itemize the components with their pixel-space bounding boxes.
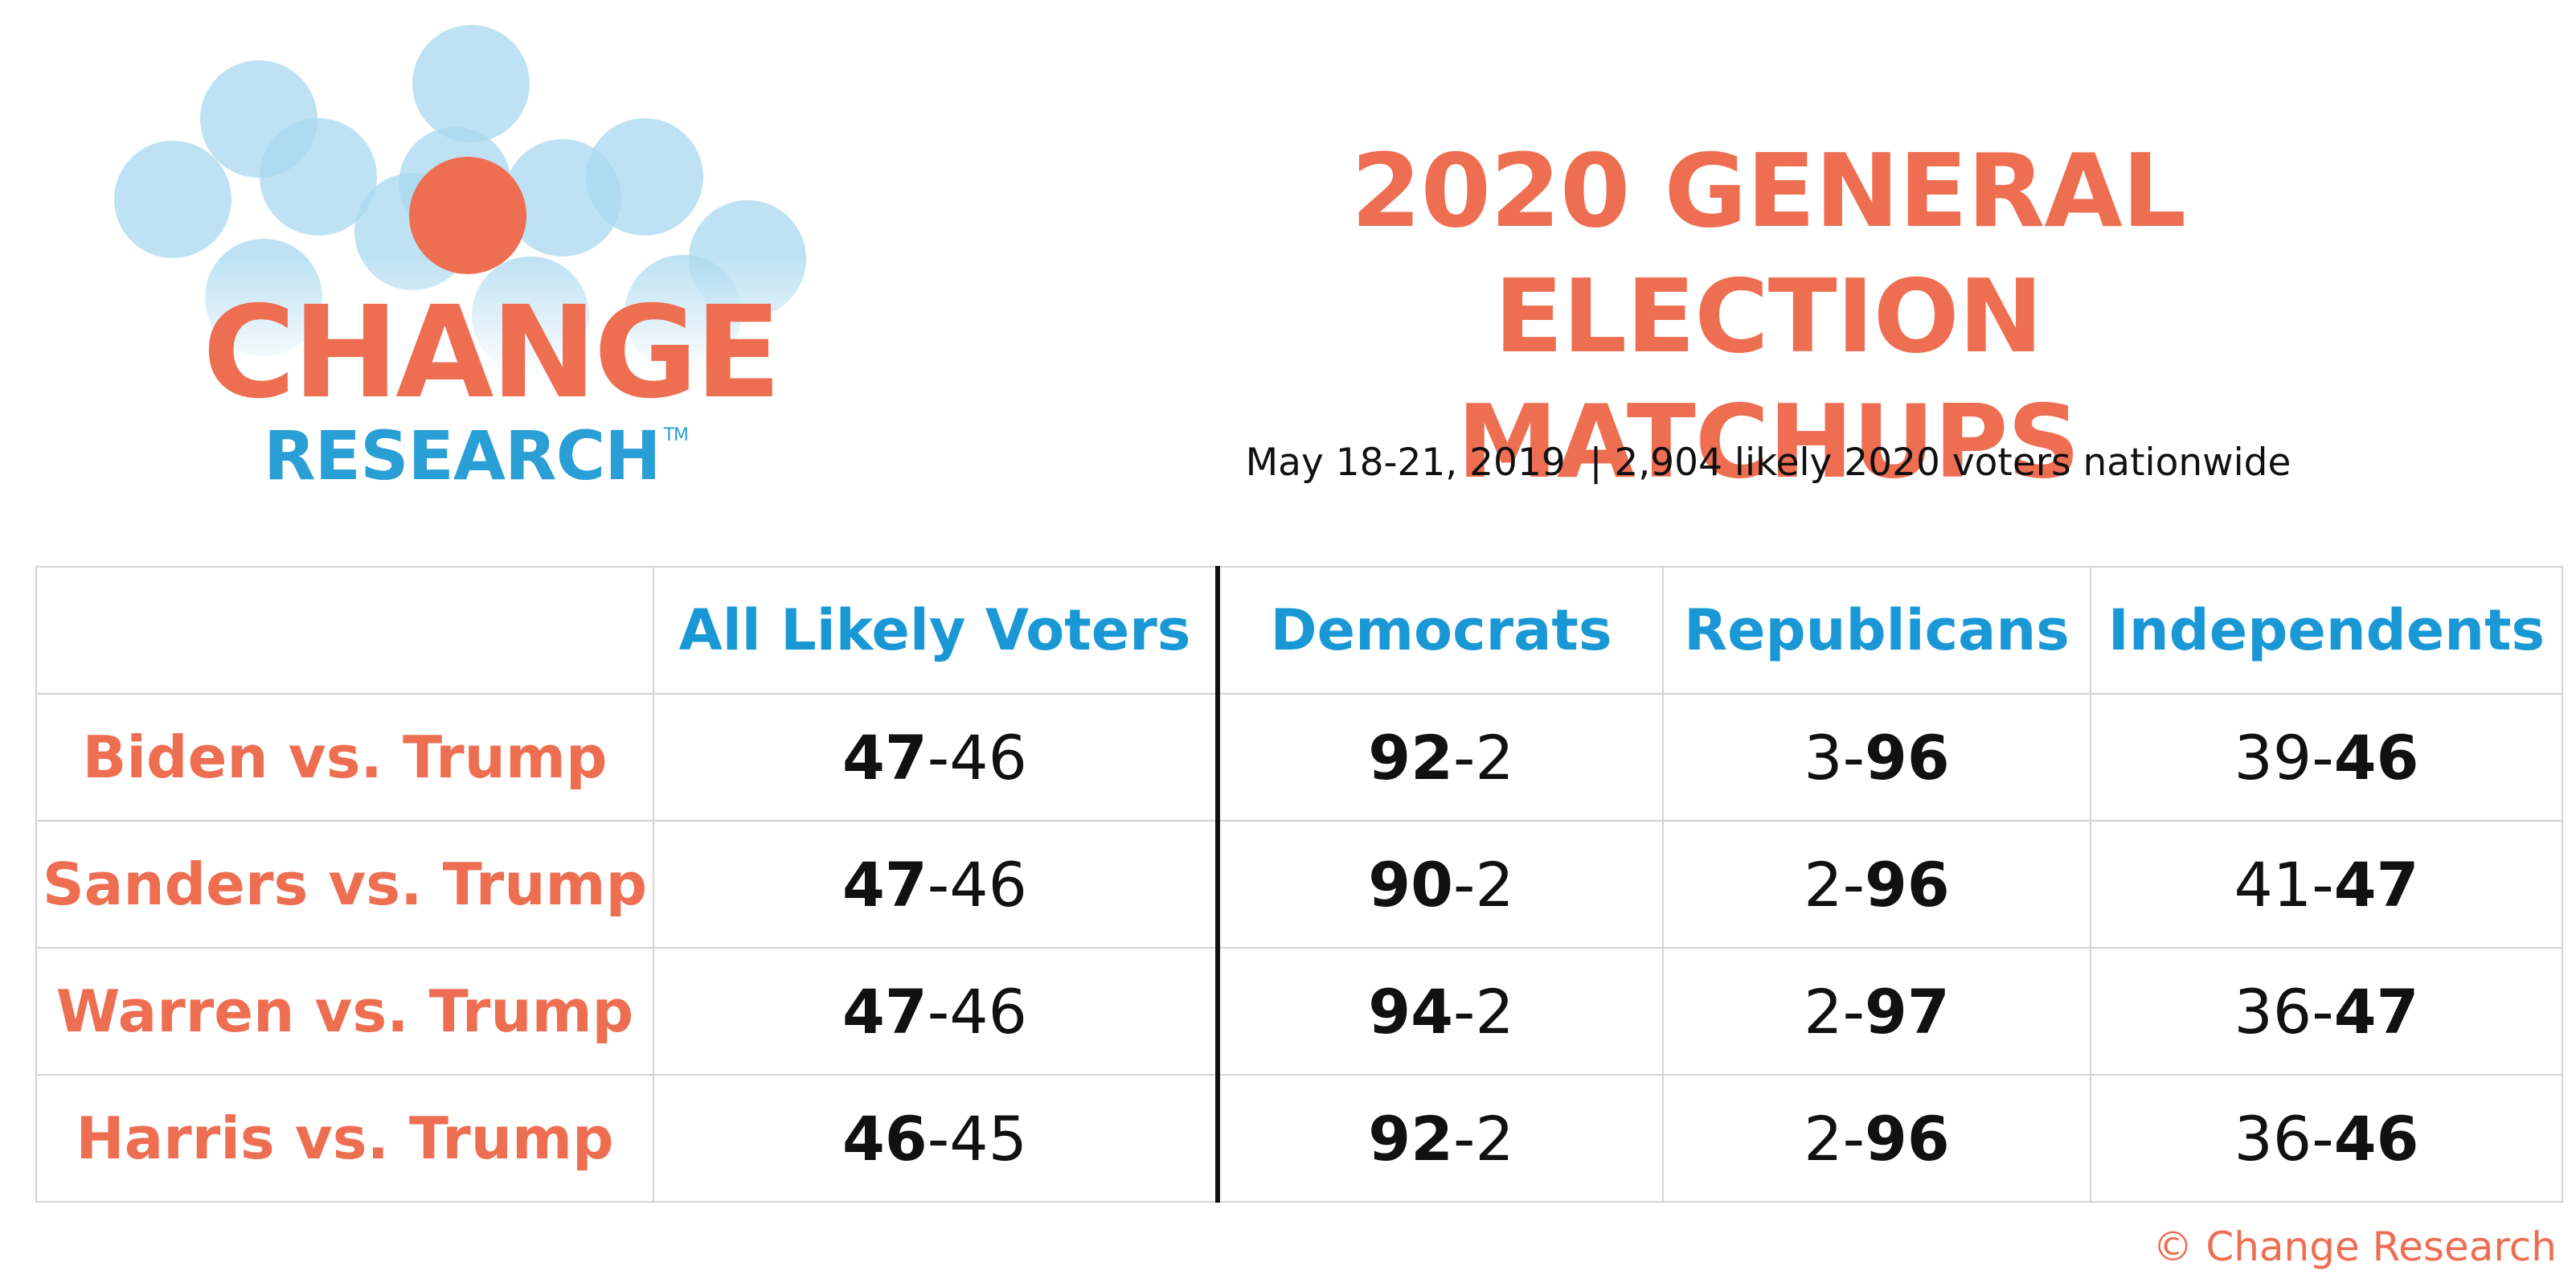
rep-value: 46	[2333, 721, 2419, 793]
column-header-republicans: Republicans	[1662, 566, 2091, 695]
dem-value: 92	[1368, 1102, 1453, 1174]
trademark-symbol: TM	[663, 425, 689, 445]
rep-value: 46	[949, 975, 1027, 1047]
rep-value: 97	[1865, 975, 1950, 1047]
empty-corner-cell	[35, 566, 654, 695]
row-label: Warren vs. Trump	[35, 947, 654, 1076]
logo-research-word: RESEARCH	[264, 416, 661, 495]
rep-value: 2	[1475, 1102, 1514, 1174]
row-label: Biden vs. Trump	[35, 693, 654, 822]
separator-dash: -	[1842, 848, 1865, 920]
dem-value: 2	[1804, 1102, 1843, 1174]
separator-dash: -	[2312, 1102, 2334, 1174]
rep-value: 2	[1475, 721, 1514, 793]
result-cell-republicans: 2-96	[1662, 1074, 2091, 1203]
table-row: Warren vs. Trump 47-46 94-2 2-97 36-47	[35, 947, 2563, 1076]
rep-value: 45	[949, 1102, 1027, 1174]
separator-dash: -	[1452, 721, 1476, 793]
matchup-table: All Likely Voters Democrats Republicans …	[35, 566, 2563, 1203]
dem-value: 2	[1804, 848, 1843, 920]
result-cell-republicans: 2-96	[1662, 820, 2091, 949]
separator-dash: -	[2312, 721, 2334, 793]
rep-value: 47	[2333, 848, 2419, 920]
separator-dash: -	[1452, 1102, 1476, 1174]
poll-subtitle: May 18-21, 2019 | 2,904 likely 2020 vote…	[1245, 441, 2291, 485]
result-cell-all-likely-voters: 46-45	[653, 1074, 1218, 1203]
separator-dash: -	[2312, 848, 2334, 920]
result-cell-all-likely-voters: 47-46	[653, 693, 1218, 822]
dem-value: 41	[2234, 848, 2312, 920]
rep-value: 46	[949, 721, 1027, 793]
result-cell-independents: 41-47	[2090, 820, 2563, 949]
separator-dash: -	[927, 975, 950, 1047]
bubbles-icon	[104, 25, 828, 378]
rep-value: 46	[949, 848, 1027, 920]
dem-value: 2	[1804, 975, 1843, 1047]
result-cell-independents: 36-46	[2090, 1074, 2563, 1203]
result-cell-democrats: 90-2	[1215, 820, 1664, 949]
row-label: Sanders vs. Trump	[35, 820, 654, 949]
column-header-independents: Independents	[2090, 566, 2563, 695]
header-row: All Likely Voters Democrats Republicans …	[35, 566, 2563, 695]
copyright-footer: © Change Research	[2152, 1224, 2557, 1270]
rep-value: 2	[1475, 848, 1514, 920]
page-title: 2020 GENERAL ELECTION MATCHUPS	[1069, 129, 2467, 505]
dem-value: 47	[842, 975, 928, 1047]
separator-dash: -	[2312, 975, 2334, 1047]
separator-dash: -	[1842, 1102, 1865, 1174]
rep-value: 96	[1865, 848, 1950, 920]
rep-value: 96	[1865, 1102, 1950, 1174]
result-cell-democrats: 92-2	[1215, 1074, 1664, 1203]
result-cell-democrats: 92-2	[1215, 693, 1664, 822]
dem-value: 92	[1368, 721, 1453, 793]
separator-dash: -	[1842, 721, 1865, 793]
result-cell-all-likely-voters: 47-46	[653, 947, 1218, 1076]
row-label: Harris vs. Trump	[35, 1074, 654, 1203]
result-cell-republicans: 3-96	[1662, 693, 2091, 822]
rep-value: 46	[2333, 1102, 2419, 1174]
dem-value: 47	[842, 848, 928, 920]
dem-value: 94	[1368, 975, 1453, 1047]
rep-value: 96	[1865, 721, 1950, 793]
rep-value: 2	[1475, 975, 1514, 1047]
result-cell-independents: 36-47	[2090, 947, 2563, 1076]
logo-research-text: RESEARCH TM	[264, 422, 689, 490]
column-header-democrats: Democrats	[1215, 566, 1664, 695]
separator-dash: -	[1452, 975, 1476, 1047]
table-row: Biden vs. Trump 47-46 92-2 3-96 39-46	[35, 693, 2563, 822]
rep-value: 47	[2333, 975, 2419, 1047]
change-research-logo: CHANGE RESEARCH TM	[104, 16, 828, 498]
separator-dash: -	[1452, 848, 1476, 920]
dem-value: 36	[2234, 1102, 2312, 1174]
separator-dash: -	[1842, 975, 1865, 1047]
dem-value: 47	[842, 721, 928, 793]
title-line-2: MATCHUPS	[1456, 383, 2080, 501]
result-cell-republicans: 2-97	[1662, 947, 2091, 1076]
separator-dash: -	[927, 1102, 950, 1174]
dem-value: 90	[1368, 848, 1453, 920]
table-row: Sanders vs. Trump 47-46 90-2 2-96 41-47	[35, 820, 2563, 949]
separator-dash: -	[927, 721, 950, 793]
title-line-1: 2020 GENERAL ELECTION	[1350, 132, 2186, 375]
dem-value: 3	[1804, 721, 1843, 793]
dem-value: 36	[2234, 975, 2312, 1047]
table-body: Biden vs. Trump 47-46 92-2 3-96 39-46 Sanders…	[35, 693, 2563, 1203]
column-header-all-likely-voters: All Likely Voters	[653, 566, 1218, 695]
result-cell-independents: 39-46	[2090, 693, 2563, 822]
dem-value: 39	[2234, 721, 2312, 793]
dem-value: 46	[842, 1102, 928, 1174]
result-cell-all-likely-voters: 47-46	[653, 820, 1218, 949]
logo-change-text: CHANGE	[203, 279, 781, 427]
result-cell-democrats: 94-2	[1215, 947, 1664, 1076]
table-row: Harris vs. Trump 46-45 92-2 2-96 36-46	[35, 1074, 2563, 1203]
separator-dash: -	[927, 848, 950, 920]
